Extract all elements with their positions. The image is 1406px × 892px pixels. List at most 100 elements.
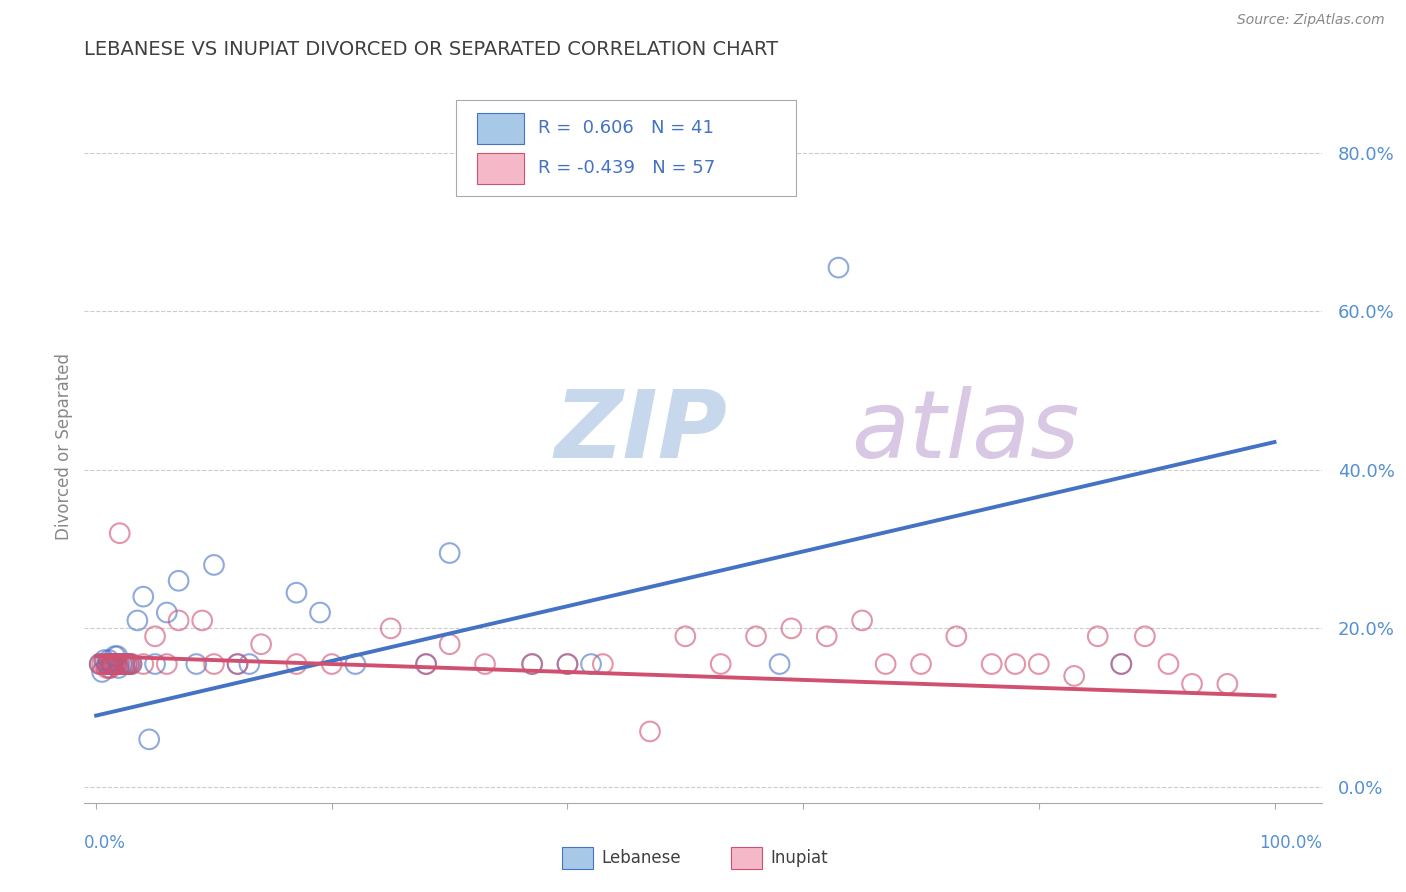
- Point: [768, 657, 790, 671]
- Point: [1087, 629, 1109, 643]
- Point: [97, 657, 120, 671]
- Point: [910, 657, 932, 671]
- Point: [105, 657, 128, 671]
- Point: [415, 657, 437, 671]
- Point: [121, 657, 143, 671]
- Point: [91, 657, 114, 671]
- Text: ZIP: ZIP: [554, 385, 727, 478]
- Point: [439, 546, 461, 560]
- Text: LEBANESE VS INUPIAT DIVORCED OR SEPARATED CORRELATION CHART: LEBANESE VS INUPIAT DIVORCED OR SEPARATE…: [84, 40, 779, 59]
- Point: [285, 585, 308, 599]
- Text: Source: ZipAtlas.com: Source: ZipAtlas.com: [1237, 13, 1385, 28]
- Point: [710, 657, 733, 671]
- Point: [156, 606, 179, 620]
- Point: [226, 657, 249, 671]
- Point: [93, 653, 115, 667]
- Point: [1028, 657, 1050, 671]
- Point: [557, 657, 579, 671]
- Point: [875, 657, 897, 671]
- Point: [112, 657, 135, 671]
- Point: [111, 657, 134, 671]
- Point: [115, 657, 138, 671]
- Point: [226, 657, 249, 671]
- Text: 100.0%: 100.0%: [1258, 834, 1322, 852]
- Text: Lebanese: Lebanese: [602, 849, 682, 867]
- Point: [285, 657, 308, 671]
- Point: [191, 614, 214, 628]
- Point: [118, 657, 141, 671]
- Point: [1111, 657, 1133, 671]
- Point: [592, 657, 614, 671]
- Point: [138, 732, 160, 747]
- Point: [100, 657, 122, 671]
- Text: R =  0.606   N = 41: R = 0.606 N = 41: [538, 120, 714, 137]
- Point: [104, 649, 127, 664]
- Point: [96, 657, 118, 671]
- Text: 0.0%: 0.0%: [84, 834, 127, 852]
- Point: [98, 661, 121, 675]
- Point: [118, 657, 141, 671]
- Point: [186, 657, 208, 671]
- Point: [105, 657, 128, 671]
- Point: [1133, 629, 1156, 643]
- Point: [98, 653, 121, 667]
- Point: [101, 657, 124, 671]
- Point: [579, 657, 602, 671]
- Text: R = -0.439   N = 57: R = -0.439 N = 57: [538, 160, 716, 178]
- Point: [520, 657, 543, 671]
- Point: [474, 657, 496, 671]
- Point: [132, 657, 155, 671]
- Point: [1063, 669, 1085, 683]
- Bar: [477, 112, 523, 145]
- Point: [112, 657, 135, 671]
- Point: [107, 657, 129, 671]
- Point: [202, 558, 225, 572]
- Point: [115, 657, 138, 671]
- Point: [980, 657, 1002, 671]
- Point: [105, 657, 128, 671]
- Point: [1004, 657, 1026, 671]
- Point: [945, 629, 967, 643]
- Point: [93, 657, 115, 671]
- Point: [851, 614, 873, 628]
- Point: [101, 657, 124, 671]
- Point: [167, 614, 190, 628]
- Point: [156, 657, 179, 671]
- Point: [103, 657, 125, 671]
- Point: [250, 637, 273, 651]
- Point: [309, 606, 332, 620]
- Point: [520, 657, 543, 671]
- Point: [344, 657, 367, 671]
- FancyBboxPatch shape: [456, 100, 796, 196]
- Point: [1111, 657, 1133, 671]
- Y-axis label: Divorced or Separated: Divorced or Separated: [55, 352, 73, 540]
- Point: [121, 657, 143, 671]
- Point: [638, 724, 661, 739]
- Point: [143, 657, 166, 671]
- Point: [1157, 657, 1180, 671]
- Point: [108, 526, 131, 541]
- Point: [100, 657, 122, 671]
- Point: [127, 614, 149, 628]
- Point: [202, 657, 225, 671]
- Text: atlas: atlas: [852, 386, 1080, 477]
- Point: [98, 661, 121, 675]
- Point: [132, 590, 155, 604]
- Point: [780, 621, 803, 635]
- Point: [89, 657, 111, 671]
- Point: [91, 665, 114, 679]
- Point: [238, 657, 260, 671]
- Point: [415, 657, 437, 671]
- Point: [105, 649, 128, 664]
- Point: [1216, 677, 1239, 691]
- Point: [108, 657, 131, 671]
- Point: [673, 629, 696, 643]
- Point: [745, 629, 768, 643]
- Point: [321, 657, 343, 671]
- Text: Inupiat: Inupiat: [770, 849, 828, 867]
- Point: [1181, 677, 1204, 691]
- Point: [97, 657, 120, 671]
- Point: [103, 657, 125, 671]
- Point: [104, 657, 127, 671]
- Point: [439, 637, 461, 651]
